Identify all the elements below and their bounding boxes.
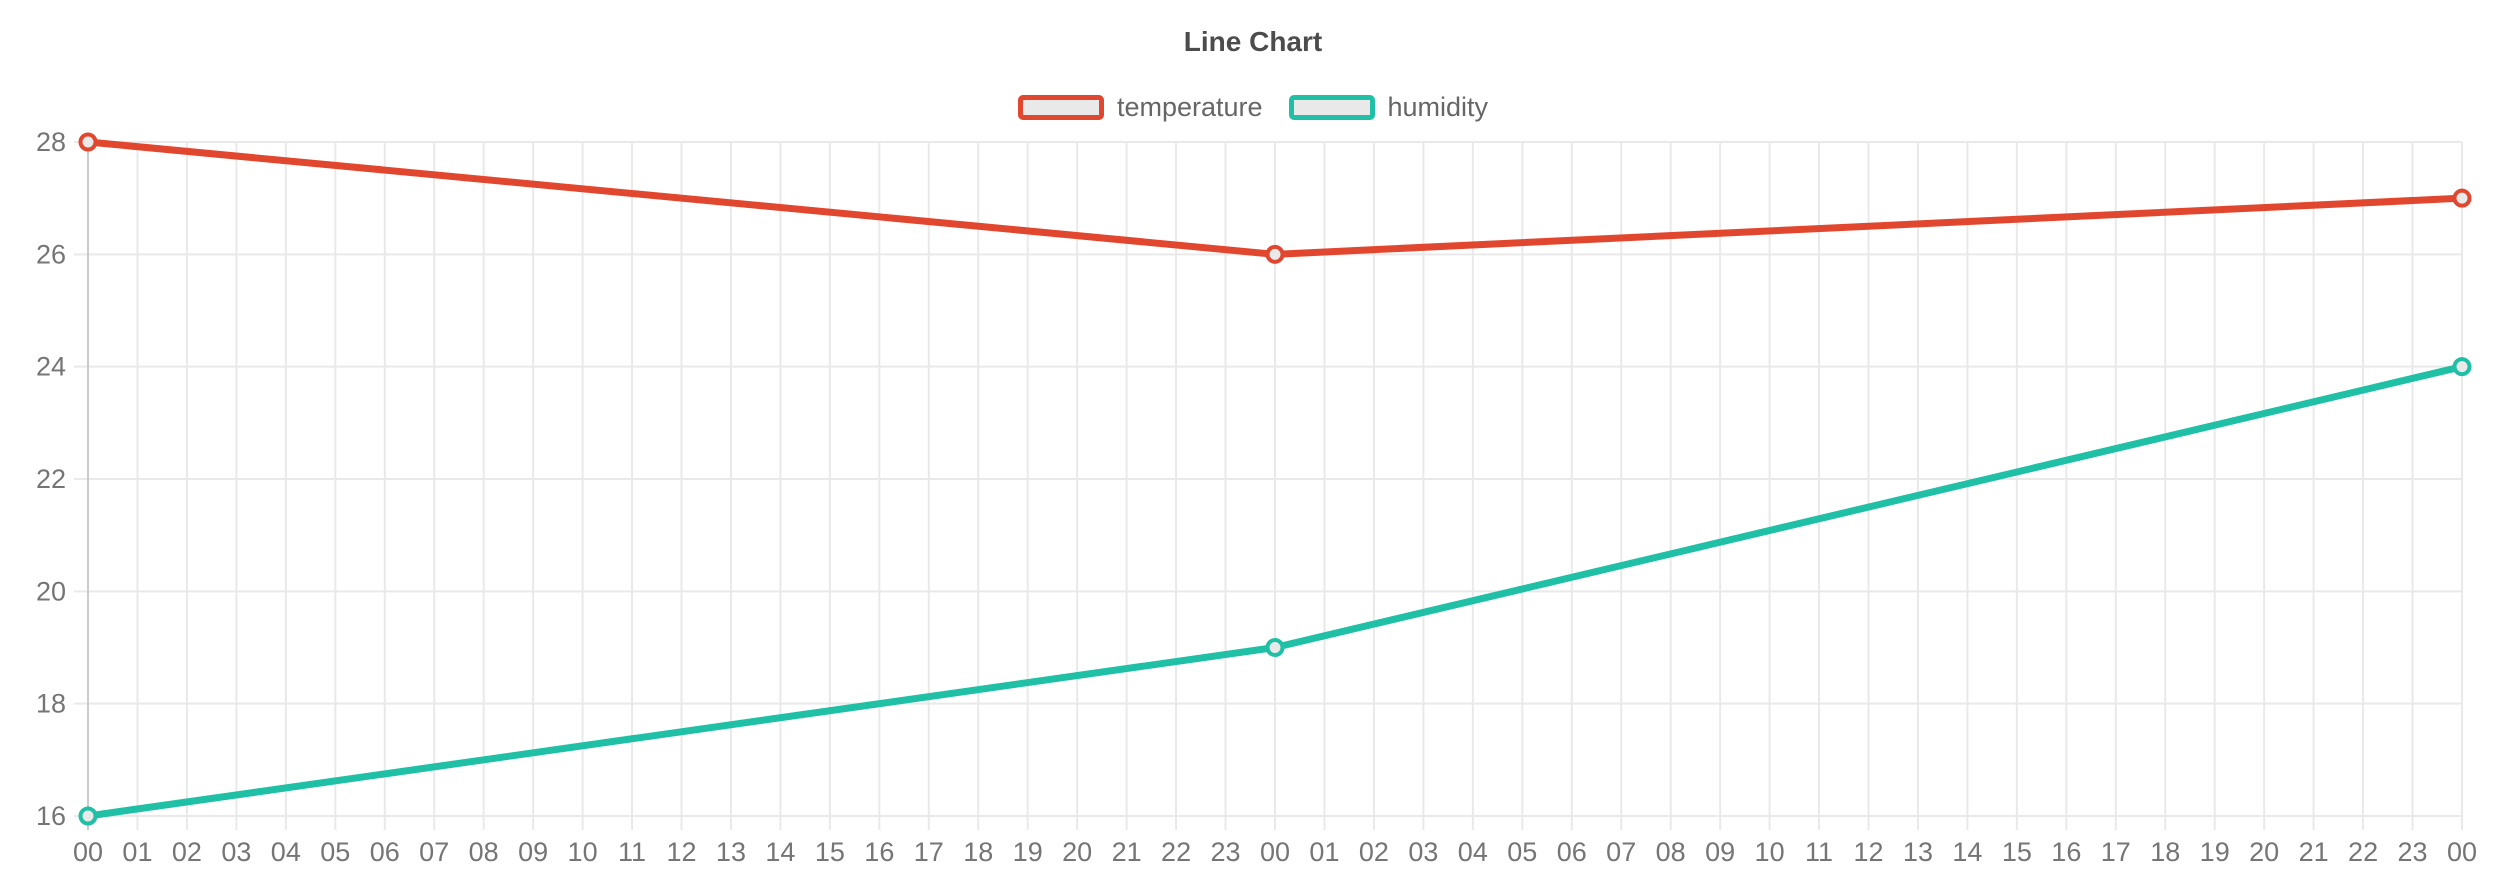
x-tick-label: 23 [1211, 837, 1241, 867]
legend-item-humidity[interactable]: humidity [1288, 92, 1489, 122]
data-point-temperature[interactable] [2452, 188, 2472, 208]
x-tick-label: 14 [1952, 837, 1982, 867]
x-tick-label: 11 [618, 837, 646, 867]
x-tick-label: 00 [1260, 837, 1290, 867]
axis-tick-labels: 16 18 20 22 24 26 28 00 01 02 03 04 05 06 07 08 09 10 11 12… [36, 127, 2477, 867]
x-tick-label: 02 [172, 837, 202, 867]
x-tick-label: 19 [2200, 837, 2230, 867]
y-tick-label: 18 [36, 689, 66, 719]
x-tick-label: 06 [1557, 837, 1587, 867]
data-point-humidity[interactable] [1265, 638, 1285, 657]
x-tick-label: 13 [1903, 837, 1933, 867]
data-points [78, 132, 2472, 826]
x-tick-label: 16 [864, 837, 894, 867]
x-tick-label: 19 [1013, 837, 1043, 867]
y-tick-label: 20 [36, 576, 66, 606]
x-tick-label: 06 [370, 837, 400, 867]
x-tick-label: 21 [1112, 837, 1142, 867]
gridlines [74, 141, 2463, 830]
y-tick-label: 24 [36, 352, 66, 382]
chart-title: Line Chart [1183, 26, 1323, 57]
x-tick-label: 09 [1705, 837, 1735, 867]
x-tick-label: 15 [815, 837, 845, 867]
data-point-humidity[interactable] [78, 806, 98, 826]
x-tick-label: 11 [1805, 837, 1833, 867]
x-tick-label: 22 [1161, 837, 1191, 867]
x-tick-label: 10 [1755, 837, 1785, 867]
x-tick-label: 03 [221, 837, 251, 867]
x-tick-label: 01 [1309, 837, 1339, 867]
x-tick-label: 20 [2249, 837, 2279, 867]
x-tick-label: 07 [1606, 837, 1636, 867]
x-tick-label: 12 [666, 837, 696, 867]
x-tick-label: 13 [716, 837, 746, 867]
y-tick-label: 22 [36, 464, 66, 494]
x-tick-label: 18 [2150, 837, 2180, 867]
x-tick-label: 09 [518, 837, 548, 867]
x-tick-label: 03 [1408, 837, 1438, 867]
y-tick-label: 26 [36, 239, 66, 269]
x-tick-label: 12 [1853, 837, 1883, 867]
x-tick-label: 08 [1656, 837, 1686, 867]
legend-swatch-humidity [1288, 95, 1375, 120]
x-tick-label: 02 [1359, 837, 1389, 867]
data-point-humidity[interactable] [2452, 357, 2472, 377]
x-tick-label: 14 [765, 837, 795, 867]
x-tick-label: 08 [469, 837, 499, 867]
x-tick-label: 21 [2299, 837, 2329, 867]
x-tick-label: 22 [2348, 837, 2378, 867]
x-tick-label: 17 [2101, 837, 2131, 867]
y-tick-label: 28 [36, 127, 66, 157]
x-tick-label: 18 [963, 837, 993, 867]
legend-swatch-temperature [1017, 95, 1104, 120]
x-tick-label: 23 [2398, 837, 2428, 867]
x-tick-label: 10 [568, 837, 598, 867]
legend-label-humidity: humidity [1387, 92, 1489, 122]
x-tick-label: 05 [320, 837, 350, 867]
x-tick-label: 00 [2447, 837, 2477, 867]
legend-item-temperature[interactable]: temperature [1017, 92, 1263, 122]
x-tick-label: 01 [122, 837, 152, 867]
x-tick-label: 04 [271, 837, 301, 867]
x-tick-label: 05 [1507, 837, 1537, 867]
x-tick-label: 20 [1062, 837, 1092, 867]
y-tick-label: 16 [36, 801, 66, 831]
x-tick-label: 00 [73, 837, 103, 867]
legend-label-temperature: temperature [1116, 92, 1263, 122]
chart-legend: temperature humidity [0, 94, 2506, 121]
data-point-temperature[interactable] [78, 132, 98, 152]
x-tick-label: 04 [1458, 837, 1488, 867]
x-tick-label: 07 [419, 837, 449, 867]
data-point-temperature[interactable] [1265, 244, 1285, 264]
x-tick-label: 17 [914, 837, 944, 867]
x-tick-label: 16 [2051, 837, 2081, 867]
x-tick-label: 15 [2002, 837, 2032, 867]
